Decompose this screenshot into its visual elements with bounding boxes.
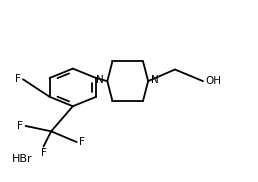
Text: N: N bbox=[151, 75, 159, 85]
Text: HBr: HBr bbox=[12, 154, 32, 164]
Text: F: F bbox=[15, 74, 21, 84]
Text: F: F bbox=[41, 148, 46, 158]
Text: OH: OH bbox=[205, 76, 221, 86]
Text: F: F bbox=[79, 137, 85, 147]
Text: F: F bbox=[17, 121, 23, 131]
Text: N: N bbox=[96, 75, 104, 85]
